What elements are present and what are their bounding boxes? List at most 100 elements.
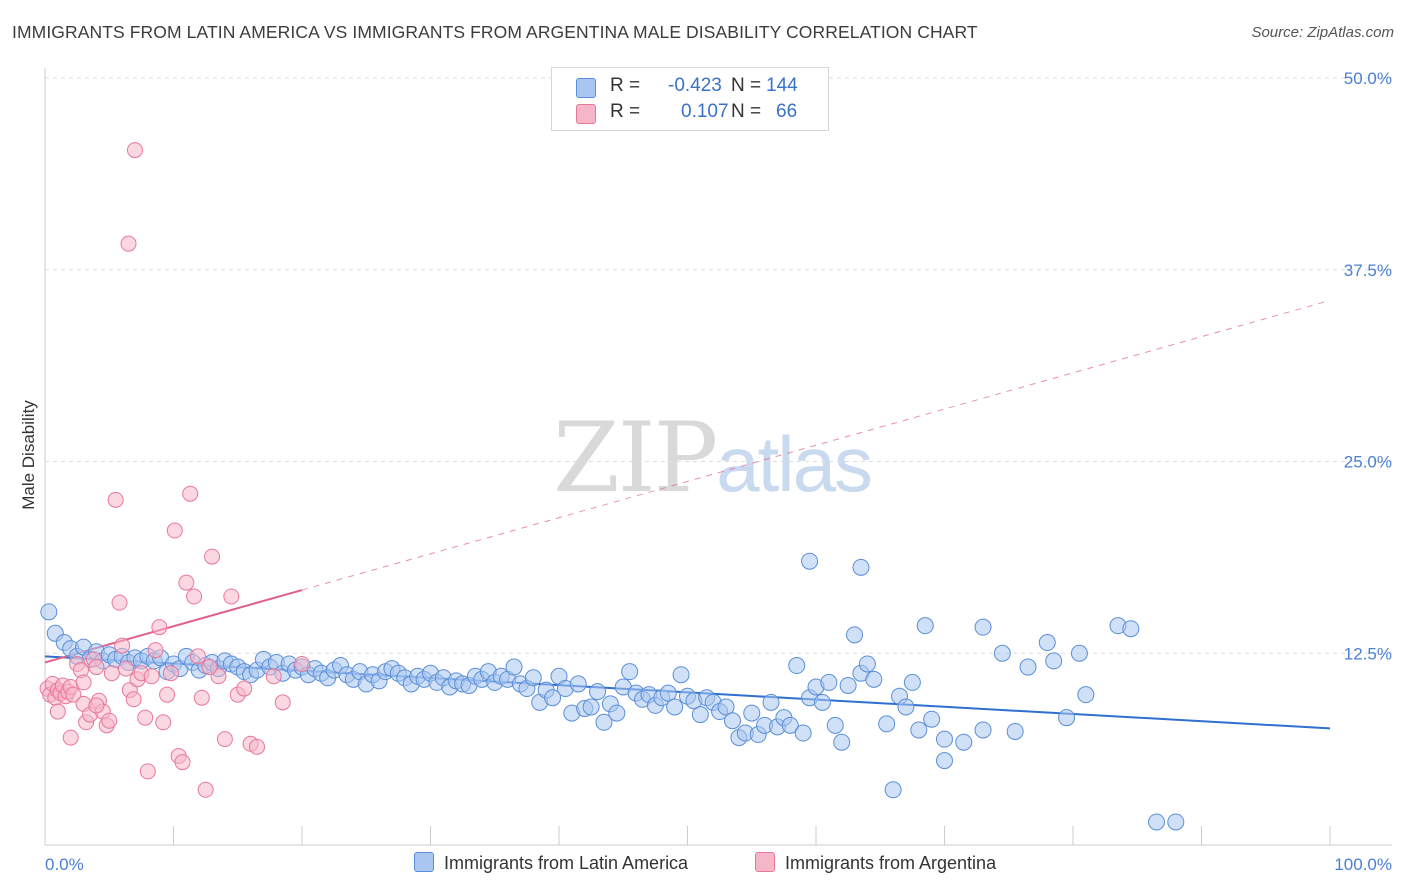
point-argentina	[223, 588, 240, 605]
point-latin-america	[1019, 658, 1037, 676]
point-argentina	[49, 703, 66, 720]
point-latin-america	[903, 673, 921, 691]
point-latin-america	[743, 704, 761, 722]
point-argentina	[88, 697, 105, 714]
point-argentina	[189, 648, 206, 665]
bottom-legend-label-argentina: Immigrants from Argentina	[785, 853, 997, 873]
watermark-atlas: atlas	[716, 420, 873, 508]
legend: R = -0.423 N = 144 R = 0.107 N = 66	[551, 67, 829, 131]
point-argentina	[178, 574, 195, 591]
point-latin-america	[923, 710, 941, 728]
y-axis-label: Male Disability	[19, 400, 38, 510]
point-argentina	[155, 714, 172, 731]
point-argentina	[216, 731, 233, 748]
legend-n-value: 66	[776, 101, 798, 122]
point-latin-america	[582, 698, 600, 716]
legend-r-label: R =	[610, 101, 641, 122]
point-latin-america	[1038, 634, 1056, 652]
point-latin-america	[846, 626, 864, 644]
point-argentina	[162, 665, 179, 682]
x-tick-label-end: 100.0%	[1334, 855, 1392, 874]
point-argentina	[88, 659, 105, 676]
point-latin-america	[974, 721, 992, 739]
point-argentina	[126, 142, 143, 159]
grid-lines	[45, 77, 1392, 654]
point-latin-america	[897, 698, 915, 716]
point-latin-america	[833, 733, 851, 751]
point-argentina	[265, 668, 282, 685]
trend-line-argentina-dashed	[301, 299, 1331, 591]
point-latin-america	[993, 644, 1011, 662]
point-latin-america	[666, 698, 684, 716]
point-latin-america	[1006, 722, 1024, 740]
point-argentina	[120, 235, 137, 252]
point-latin-america	[595, 713, 613, 731]
point-argentina	[197, 781, 214, 798]
point-argentina	[103, 665, 120, 682]
point-latin-america	[505, 658, 523, 676]
point-latin-america	[974, 618, 992, 636]
chart-source: Source: ZipAtlas.com	[1251, 24, 1394, 41]
point-argentina	[111, 594, 128, 611]
point-latin-america	[781, 716, 799, 734]
point-latin-america	[865, 670, 883, 688]
legend-n-label: N =	[731, 75, 762, 96]
point-argentina	[166, 522, 183, 539]
y-tick-label: 37.5%	[1344, 261, 1392, 280]
point-latin-america	[589, 683, 607, 701]
point-argentina	[193, 689, 210, 706]
point-latin-america	[820, 673, 838, 691]
bottom-legend-argentina: Immigrants from Argentina	[755, 852, 996, 874]
point-latin-america	[544, 689, 562, 707]
point-latin-america	[717, 698, 735, 716]
bottom-legend-swatch-pink	[755, 852, 775, 872]
point-argentina	[143, 668, 160, 685]
legend-n-value: 144	[766, 75, 798, 96]
point-latin-america	[1167, 813, 1185, 831]
point-argentina	[274, 694, 291, 711]
point-argentina	[159, 686, 176, 703]
point-latin-america	[1058, 709, 1076, 727]
watermark: ZIPatlas	[553, 402, 873, 514]
point-latin-america	[672, 666, 690, 684]
point-latin-america	[910, 721, 928, 739]
point-latin-america	[936, 730, 953, 748]
point-argentina	[186, 588, 203, 605]
point-latin-america	[621, 663, 639, 681]
point-latin-america	[788, 657, 806, 675]
point-latin-america	[878, 715, 896, 733]
bottom-legend-latin-america: Immigrants from Latin America	[414, 852, 688, 874]
point-argentina	[107, 491, 124, 508]
legend-r-value: 0.107	[681, 101, 729, 122]
point-argentina	[137, 709, 154, 726]
legend-swatch-pink	[576, 104, 596, 124]
point-latin-america	[691, 706, 709, 724]
point-argentina	[75, 674, 92, 691]
point-latin-america	[884, 781, 902, 799]
point-latin-america	[659, 684, 677, 702]
point-latin-america	[936, 752, 953, 770]
point-argentina	[147, 642, 164, 659]
bottom-legend-swatch-blue	[414, 852, 434, 872]
point-latin-america	[40, 603, 58, 621]
legend-swatch-blue	[576, 78, 596, 98]
chart-title: IMMIGRANTS FROM LATIN AMERICA VS IMMIGRA…	[12, 22, 978, 42]
point-argentina	[65, 686, 82, 703]
point-latin-america	[826, 716, 844, 734]
point-latin-america	[813, 693, 831, 711]
y-tick-label: 25.0%	[1344, 453, 1392, 472]
point-argentina	[125, 691, 142, 708]
legend-n-label: N =	[731, 101, 762, 122]
point-latin-america	[1070, 644, 1088, 662]
point-argentina	[174, 754, 191, 771]
point-latin-america	[839, 676, 857, 694]
point-argentina	[114, 637, 131, 654]
point-latin-america	[916, 617, 934, 635]
point-argentina	[139, 763, 156, 780]
points-argentina	[39, 142, 310, 798]
point-argentina	[62, 729, 79, 746]
point-argentina	[204, 548, 221, 565]
point-latin-america	[762, 693, 780, 711]
point-argentina	[117, 660, 134, 677]
